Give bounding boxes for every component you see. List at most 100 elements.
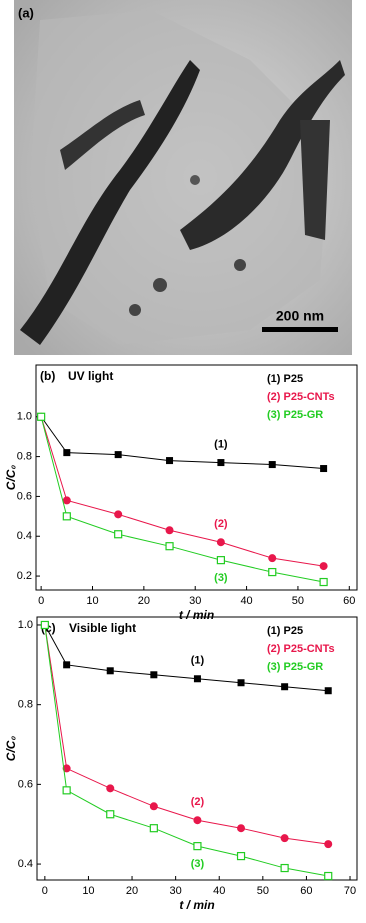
- marker: [165, 542, 174, 551]
- marker: [37, 412, 46, 421]
- marker: [324, 687, 332, 695]
- x-tick-label: 20: [138, 595, 150, 607]
- sheet: [30, 10, 330, 345]
- plot-frame: [36, 616, 358, 881]
- annotation: (1): [214, 438, 228, 450]
- marker: [106, 784, 115, 793]
- annotation: (2): [214, 518, 228, 530]
- marker: [268, 567, 277, 577]
- y-tick-label: 0.8: [17, 450, 32, 462]
- x-tick-label: 10: [86, 595, 98, 607]
- x-tick-label: 50: [257, 885, 269, 897]
- panel-title: UV light: [68, 369, 113, 383]
- marker: [237, 824, 246, 833]
- marker: [114, 451, 122, 459]
- particle-cluster: [300, 120, 330, 240]
- series-line: [40, 416, 324, 583]
- x-tick-label: 30: [170, 885, 182, 897]
- marker: [268, 461, 276, 469]
- x-tick-label: 70: [344, 885, 356, 897]
- marker: [236, 851, 246, 861]
- marker: [166, 457, 174, 465]
- marker: [324, 871, 333, 881]
- marker: [165, 526, 174, 535]
- x-tick-label: 40: [240, 595, 252, 607]
- x-tick-label: 60: [343, 595, 355, 607]
- marker: [63, 449, 71, 457]
- y-tick-label: 0.4: [18, 858, 33, 870]
- marker: [114, 530, 123, 539]
- panel-label: (b): [40, 369, 55, 383]
- annotation: (1): [191, 655, 205, 667]
- series-line: [40, 416, 324, 567]
- marker: [114, 510, 123, 519]
- y-tick-label: 0.4: [17, 530, 32, 542]
- particle: [190, 175, 200, 185]
- marker: [237, 679, 245, 687]
- plot-frame: [35, 364, 358, 591]
- series-line: [44, 624, 329, 845]
- x-tick-label: 30: [189, 595, 201, 607]
- marker: [217, 459, 225, 467]
- marker: [149, 824, 158, 833]
- annotation: (2): [191, 796, 205, 808]
- y-tick-label: 1.0: [18, 619, 33, 631]
- tem-image: (a) 200 nm: [14, 0, 352, 355]
- marker: [280, 834, 289, 843]
- y-tick-label: 0.6: [17, 490, 32, 502]
- marker: [62, 512, 71, 521]
- scale-bar-label: 200 nm: [276, 308, 324, 324]
- marker: [193, 816, 202, 825]
- legend-label: (3) P25-GR: [267, 409, 323, 421]
- legend-label: (1) P25: [267, 373, 303, 385]
- marker: [63, 661, 71, 669]
- particle-cluster: [180, 60, 345, 250]
- legend-label: (2) P25-CNTs: [267, 643, 335, 655]
- x-tick-label: 40: [213, 885, 225, 897]
- marker: [150, 671, 158, 679]
- legend-label: (3) P25-GR: [267, 661, 323, 673]
- particle: [129, 304, 141, 316]
- marker: [106, 810, 115, 819]
- x-tick-label: 20: [126, 885, 138, 897]
- annotation: (3): [214, 572, 228, 584]
- marker: [149, 802, 158, 811]
- annotation: (3): [191, 858, 205, 870]
- y-axis-label: C/C₀: [4, 736, 18, 762]
- series-line: [44, 624, 329, 692]
- y-tick-label: 0.8: [18, 699, 33, 711]
- marker: [40, 620, 49, 630]
- marker: [319, 562, 328, 571]
- x-tick-label: 0: [42, 885, 48, 897]
- y-tick-label: 0.6: [18, 778, 33, 790]
- x-tick-label: 60: [300, 885, 312, 897]
- marker: [280, 863, 289, 873]
- particle-cluster: [20, 60, 200, 345]
- panel-title: Visible light: [69, 621, 136, 635]
- marker: [62, 786, 71, 795]
- series-line: [40, 416, 324, 470]
- x-tick-label: 10: [82, 885, 94, 897]
- panel-label: (a): [18, 5, 34, 20]
- marker: [319, 577, 328, 587]
- x-tick-label: 0: [38, 595, 44, 607]
- y-tick-label: 1.0: [17, 411, 32, 423]
- marker: [62, 496, 71, 505]
- scale-bar: [262, 327, 338, 332]
- marker: [216, 538, 225, 547]
- x-axis-label: t / min: [179, 898, 214, 912]
- x-axis-label: t / min: [179, 608, 214, 622]
- marker: [193, 842, 202, 851]
- marker: [62, 764, 71, 773]
- series-line: [44, 624, 329, 877]
- particle: [234, 259, 246, 271]
- particle: [153, 278, 167, 292]
- marker: [193, 675, 201, 683]
- y-axis-label: C/C₀: [4, 465, 18, 491]
- y-tick-label: 0.2: [17, 570, 32, 582]
- marker: [324, 840, 333, 849]
- marker: [320, 465, 328, 473]
- particle-cluster: [60, 100, 145, 170]
- marker: [281, 683, 289, 691]
